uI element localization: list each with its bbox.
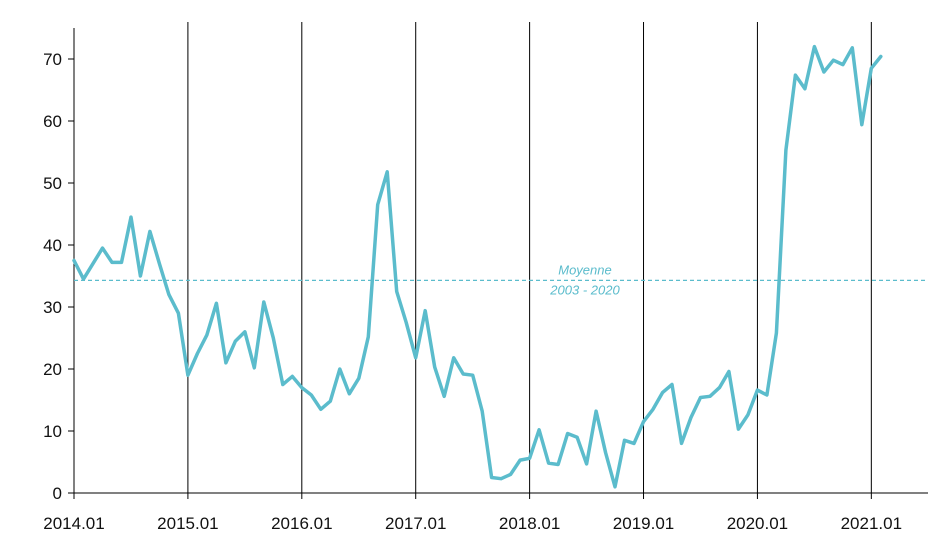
x-axis-ticks: 2014.01 2015.01 2016.01 2017.01 2018.01 2019.…: [43, 493, 902, 533]
y-tick-label: 30: [43, 298, 62, 317]
average-label-line2: 2003 - 2020: [549, 282, 620, 297]
x-tick-label: 2016.01: [271, 514, 332, 533]
y-tick-label: 40: [43, 236, 62, 255]
y-axis-ticks: 0 10 20 30 40 50 60 70: [43, 50, 74, 503]
average-label-line1: Moyenne: [558, 262, 611, 277]
y-tick-label: 60: [43, 112, 62, 131]
y-tick-label: 70: [43, 50, 62, 69]
year-gridlines: [187, 22, 872, 493]
series-line: [72, 44, 883, 489]
y-tick-label: 50: [43, 174, 62, 193]
y-tick-label: 20: [43, 360, 62, 379]
x-tick-label: 2018.01: [499, 514, 560, 533]
x-tick-label: 2021.01: [841, 514, 902, 533]
x-tick-label: 2015.01: [157, 514, 218, 533]
y-tick-label: 0: [53, 484, 62, 503]
x-tick-label: 2020.01: [727, 514, 788, 533]
y-tick-label: 10: [43, 422, 62, 441]
x-tick-label: 2014.01: [43, 514, 104, 533]
x-tick-label: 2017.01: [385, 514, 446, 533]
x-tick-label: 2019.01: [613, 514, 674, 533]
